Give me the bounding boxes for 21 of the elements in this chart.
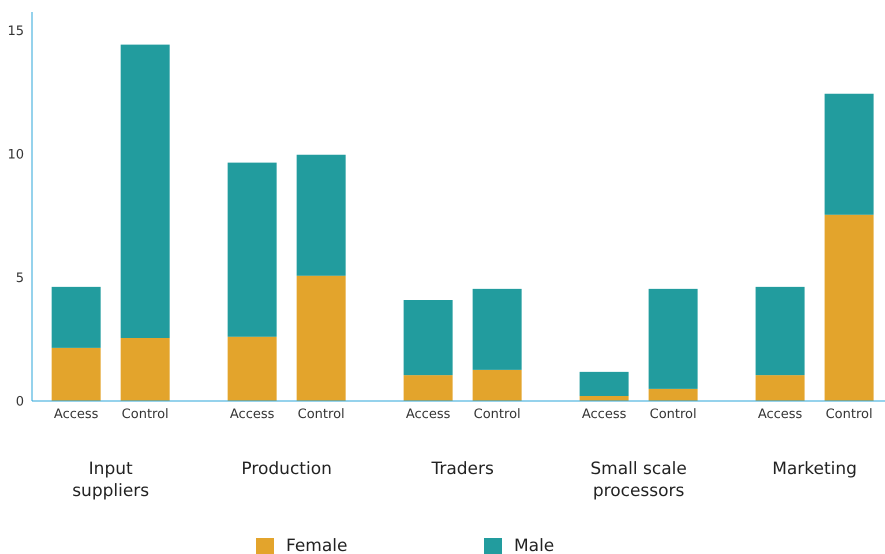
y-tick-label: 0 xyxy=(16,394,24,410)
y-tick-label: 15 xyxy=(7,24,24,40)
x-tick-label: Control xyxy=(826,407,873,422)
y-tick-label: 10 xyxy=(7,148,24,163)
x-tick-label: Access xyxy=(406,407,451,422)
text: Input suppliers xyxy=(71,458,150,502)
x-tick-label: Access xyxy=(54,407,99,422)
x-tick-label: Access xyxy=(758,407,803,422)
text: Marketing xyxy=(771,458,858,480)
x-tick-label: Control xyxy=(298,407,345,422)
x-tick-label: Control xyxy=(474,407,521,422)
text: Production xyxy=(240,458,333,480)
x-tick-label: Access xyxy=(230,407,275,422)
text: Traders xyxy=(430,458,495,480)
x-tick-label: Control xyxy=(650,407,697,422)
legend-label: Male xyxy=(514,536,554,554)
y-tick-label: 5 xyxy=(16,271,24,286)
x-tick-label: Access xyxy=(582,407,627,422)
x-tick-label: Control xyxy=(122,407,169,422)
text: Small scale processors xyxy=(589,458,688,502)
legend-label: Female xyxy=(286,536,348,554)
